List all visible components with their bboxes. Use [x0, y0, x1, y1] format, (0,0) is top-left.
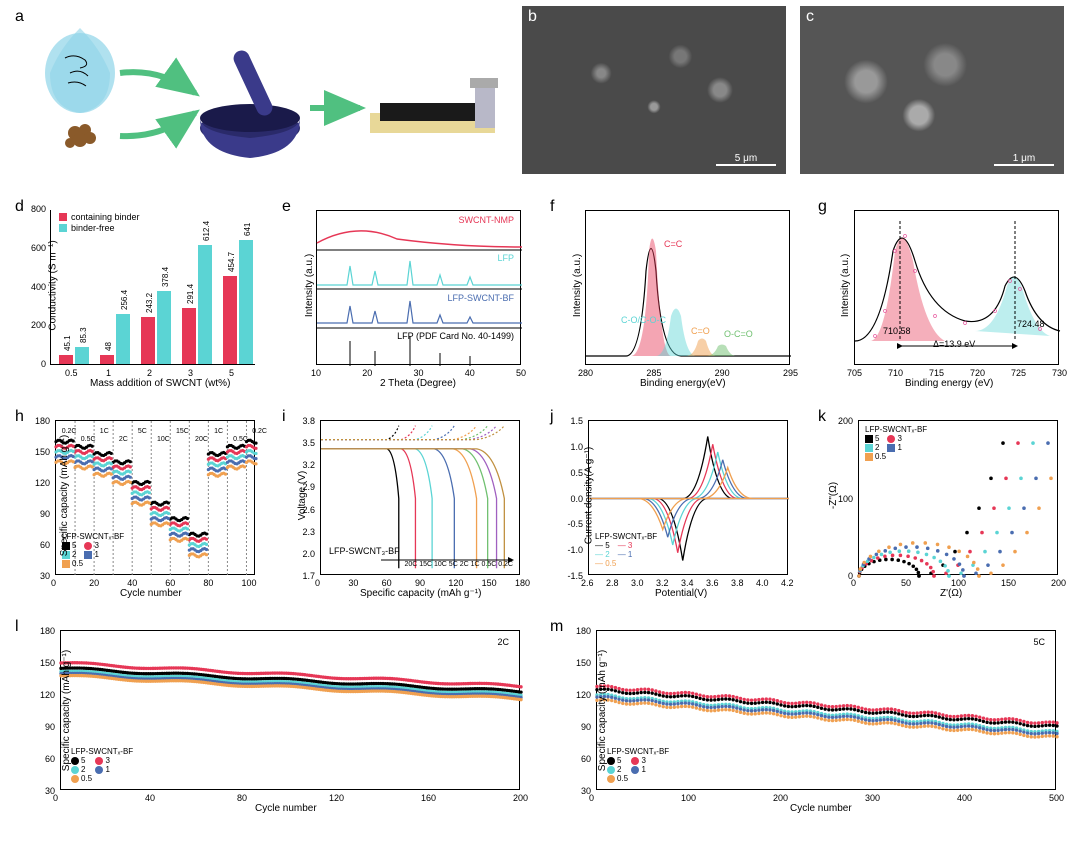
g-xlabel: Binding energy (eV) — [905, 378, 993, 389]
chart-e: SWCNT-NMP LFP LFP-SWCNT-BF LFP (PDF Card… — [316, 210, 521, 365]
f-peak2: C=O — [691, 326, 710, 336]
h-legend-title: LFP-SWCNTₓ-BF — [62, 532, 124, 541]
panel-label-c: c — [806, 8, 814, 26]
j-ylabel: Current density(A g⁻¹) — [583, 447, 594, 545]
m-xlabel: Cycle number — [790, 803, 852, 814]
svg-text:10C: 10C — [157, 436, 170, 443]
g-peak2: 724.48 — [1017, 319, 1045, 329]
panel-label-h: h — [15, 408, 24, 426]
chart-i: LFP-SWCNT₃-BF 20C 15C 10C 5C 2C 1C 0.5C … — [320, 420, 520, 575]
chart-d: 45.185.30.548256.41243.2378.42291.4612.4… — [50, 210, 255, 365]
m-legend-title: LFP-SWCNTₓ-BF — [607, 747, 669, 756]
f-peak0: C=C — [664, 239, 682, 249]
legend-binder: containing binder — [71, 212, 140, 222]
k-legend-title: LFP-SWCNTₓ-BF — [865, 425, 927, 434]
m-ylabel: Specific capacity (mAh g⁻¹) — [597, 650, 608, 771]
f-ylabel: Intensity (a.u.) — [572, 254, 583, 317]
sem-image-b: 5 μm — [522, 6, 786, 174]
d-xlabel: Mass addition of SWCNT (wt%) — [90, 378, 230, 389]
scalebar-b: 5 μm — [716, 153, 776, 166]
svg-text:15C: 15C — [176, 428, 189, 435]
e-xlabel: 2 Theta (Degree) — [380, 378, 456, 389]
panel-label-e: e — [282, 198, 291, 216]
panel-label-m: m — [550, 618, 563, 636]
i-xlabel: Specific capacity (mAh g⁻¹) — [360, 588, 481, 599]
k-xlabel: Z'(Ω) — [940, 588, 962, 599]
i-sample: LFP-SWCNT₃-BF — [329, 546, 400, 556]
svg-text:1C: 1C — [100, 428, 109, 435]
panel-label-i: i — [282, 408, 286, 426]
svg-text:0.5C: 0.5C — [81, 436, 96, 443]
f-peak1: C-O/C-O-C — [621, 315, 666, 325]
m-rate: 5C — [1033, 637, 1045, 647]
h-xlabel: Cycle number — [120, 588, 182, 599]
panel-label-g: g — [818, 198, 827, 216]
f-peak3: O-C=O — [724, 329, 753, 339]
e-ylabel: Intensity (a.u.) — [304, 254, 315, 317]
chart-m: 5C LFP-SWCNTₓ-BF 53 21 0.5 3060901201501… — [596, 630, 1056, 790]
svg-text:5C: 5C — [138, 428, 147, 435]
svg-text:2C: 2C — [119, 436, 128, 443]
panel-label-d: d — [15, 198, 24, 216]
j-xlabel: Potential(V) — [655, 588, 707, 599]
i-ylabel: Voltage (V) — [297, 471, 308, 520]
l-rate: 2C — [497, 637, 509, 647]
panel-label-k: k — [818, 408, 826, 426]
j-legend-title: LFP-SWCNTₓ-BF — [595, 532, 657, 541]
panel-label-j: j — [550, 408, 554, 426]
chart-f: C=C C-O/C-O-C C=O O-C=O 280285290295 — [585, 210, 790, 365]
svg-text:20C: 20C — [195, 436, 208, 443]
panel-label-f: f — [550, 198, 554, 216]
chart-l: 2C LFP-SWCNTₓ-BF 53 21 0.5 3060901201501… — [60, 630, 520, 790]
chart-g: 710.58 724.48 Δ=13.9 eV 7057107157207257… — [854, 210, 1059, 365]
chart-h: 0.2C0.5C1C2C5C10C15C20C1C0.5C0.2C LFP-SW… — [55, 420, 255, 575]
l-ylabel: Specific capacity (mAh g⁻¹) — [61, 650, 72, 771]
e-trace1: LFP — [497, 253, 514, 263]
f-xlabel: Binding energy(eV) — [640, 378, 726, 389]
panel-label-l: l — [15, 618, 19, 636]
g-peak1: 710.58 — [883, 326, 911, 336]
schematic-a — [30, 18, 500, 168]
g-delta: Δ=13.9 eV — [933, 339, 975, 349]
scalebar-c: 1 μm — [994, 153, 1054, 166]
chart-j: LFP-SWCNTₓ-BF — 5— 3 — 2— 1 — 0.5 -1.5-1… — [588, 420, 788, 575]
chart-k: LFP-SWCNTₓ-BF 53 21 0.5 0100200050100150… — [858, 420, 1058, 575]
k-ylabel: -Z"(Ω) — [828, 482, 839, 509]
l-legend-title: LFP-SWCNTₓ-BF — [71, 747, 133, 756]
e-trace3: LFP (PDF Card No. 40-1499) — [397, 331, 514, 341]
legend-bf: binder-free — [71, 223, 115, 233]
d-ylabel: Conductivity (S m⁻¹) — [48, 240, 59, 330]
panel-label-a: a — [15, 8, 24, 26]
l-xlabel: Cycle number — [255, 803, 317, 814]
e-trace0: SWCNT-NMP — [459, 215, 515, 225]
sem-image-c: 1 μm — [800, 6, 1064, 174]
e-trace2: LFP-SWCNT-BF — [448, 293, 515, 303]
svg-text:0.2C: 0.2C — [252, 428, 267, 435]
h-ylabel: Specific capacity (mAh g⁻¹) — [59, 435, 70, 556]
panel-label-b: b — [528, 8, 537, 26]
g-ylabel: Intensity (a.u.) — [840, 254, 851, 317]
svg-text:1C: 1C — [214, 428, 223, 435]
